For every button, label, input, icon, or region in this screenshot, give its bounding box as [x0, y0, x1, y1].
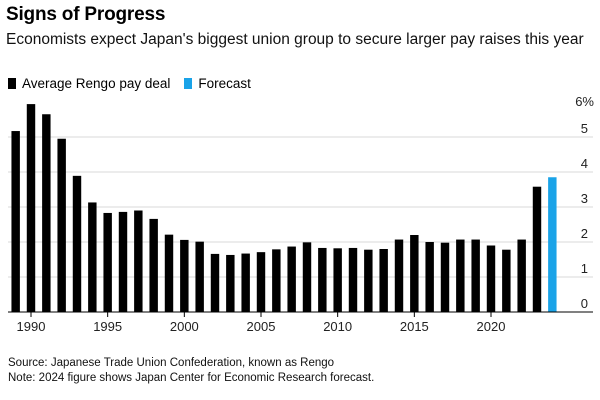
y-tick-label-0: 0	[581, 296, 588, 311]
bar-1994	[88, 202, 97, 312]
bar-2002	[210, 253, 220, 312]
legend-swatch-average	[8, 78, 16, 89]
bar-2007	[287, 246, 296, 312]
legend-swatch-forecast	[184, 78, 193, 89]
bar-2016	[425, 242, 434, 312]
bar-2004	[241, 253, 250, 312]
bar-2001	[195, 241, 204, 312]
y-tick-label-3: 3	[581, 191, 588, 206]
bar-2009	[318, 247, 327, 312]
chart-subtitle: Economists expect Japan's biggest union …	[6, 31, 584, 48]
bar-1997	[134, 210, 143, 312]
bar-1999	[164, 234, 174, 312]
legend-item-average: Average Rengo pay deal	[8, 76, 170, 91]
bar-2014	[394, 239, 404, 312]
source-text: Source: Japanese Trade Union Confederati…	[8, 357, 335, 369]
x-tick-label-2005: 2005	[247, 319, 276, 334]
bar-2024	[548, 177, 557, 312]
x-tick-label-2015: 2015	[400, 319, 429, 334]
bar-2010	[333, 248, 342, 312]
bar-1992	[57, 138, 66, 312]
bar-2006	[272, 249, 281, 312]
bar-chart: 0 1 2 3 4 5 6% 1990 1995 2000 2005 2010 2015 2020	[8, 95, 594, 334]
bar-1991	[42, 114, 51, 312]
bar-1995	[103, 212, 112, 312]
y-unit-label: 6%	[575, 95, 594, 109]
bar-1998	[149, 218, 158, 312]
bar-2003	[226, 254, 235, 312]
bar-2019	[471, 239, 480, 312]
bar-2000	[180, 239, 189, 312]
note-text: Note: 2024 figure shows Japan Center for…	[8, 372, 375, 384]
bar-2011	[348, 247, 358, 312]
bar-2005	[256, 252, 266, 312]
y-tick-label-2: 2	[581, 226, 588, 241]
source-notes: Source: Japanese Trade Union Confederati…	[8, 356, 374, 386]
x-tick-label-2020: 2020	[477, 319, 506, 334]
y-tick-label-1: 1	[581, 261, 588, 276]
bar-2022	[517, 239, 526, 312]
chart-title: Signs of Progress	[6, 4, 166, 25]
bar-2023	[532, 186, 542, 312]
bar-2008	[302, 242, 312, 312]
legend-item-forecast: Forecast	[184, 76, 251, 91]
legend-label-forecast: Forecast	[198, 76, 251, 91]
x-tick-label-2000: 2000	[170, 319, 199, 334]
bar-2020	[486, 245, 496, 312]
legend: Average Rengo pay deal Forecast	[8, 76, 265, 91]
x-tick-label-1995: 1995	[93, 319, 122, 334]
bar-2021	[502, 249, 511, 312]
bar-1996	[118, 211, 128, 312]
x-tick-label-1990: 1990	[17, 319, 46, 334]
y-tick-label-5: 5	[581, 121, 588, 136]
legend-label-average: Average Rengo pay deal	[22, 76, 171, 91]
bar-1990	[26, 104, 36, 312]
bar-2012	[364, 249, 373, 312]
bar-1993	[72, 175, 82, 312]
bar-2015	[410, 235, 419, 312]
bar-2018	[456, 239, 465, 312]
bar-2013	[379, 249, 388, 312]
bar-1989	[11, 131, 20, 312]
y-tick-label-4: 4	[581, 156, 588, 171]
x-tick-label-2010: 2010	[323, 319, 352, 334]
bar-2017	[440, 242, 450, 312]
